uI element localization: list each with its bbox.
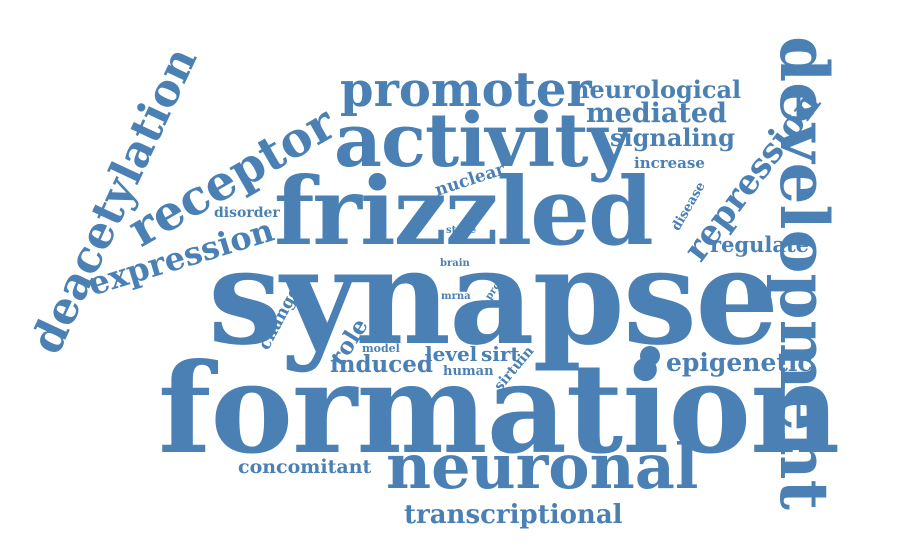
word-mediated: mediated [586, 98, 727, 129]
word-regulate: regulate [710, 232, 810, 257]
word-concomitant: concomitant [238, 456, 372, 478]
word-neurological: neurological [572, 75, 742, 104]
word-model: model [362, 342, 400, 355]
word-synapse: synapse [208, 220, 779, 375]
word-induced: induced [330, 351, 433, 378]
word-epigenetic: epigenetic [666, 348, 813, 377]
word-increase: increase [634, 154, 705, 172]
word-frizzled: frizzled [274, 157, 654, 267]
word-signaling: signaling [610, 123, 735, 152]
word-mrna: mrna [441, 291, 471, 302]
word-human: human [443, 364, 494, 379]
word-transcriptional: transcriptional [404, 500, 623, 530]
word-level: level [425, 342, 478, 366]
word-activity: activity [334, 98, 631, 184]
word-stage: stage [446, 225, 477, 236]
word-neuronal: neuronal [386, 430, 699, 503]
word-promoter: promoter [340, 62, 592, 118]
bullet-dot-decoration [640, 346, 660, 366]
word-sirt: sirt [481, 342, 520, 366]
word-formation: formation [158, 337, 840, 482]
word-disorder: disorder [214, 205, 280, 221]
word-brain: brain [440, 258, 470, 269]
